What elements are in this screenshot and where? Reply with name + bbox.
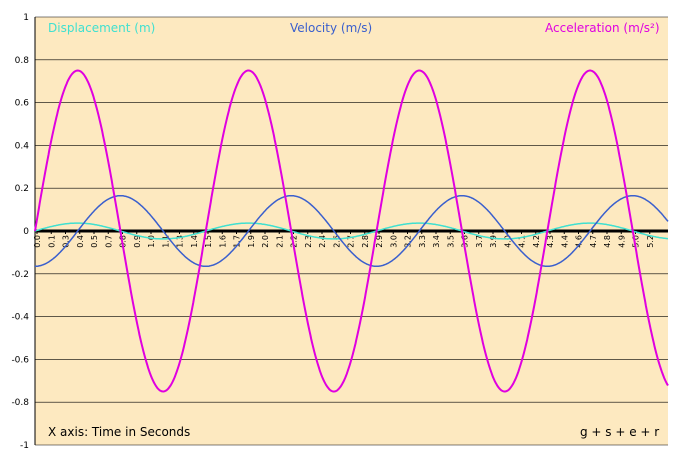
x-tick-label: 1.0 bbox=[147, 235, 156, 248]
x-tick-label: 4.0 bbox=[503, 235, 512, 248]
series-line-1 bbox=[35, 194, 669, 268]
series-line-0 bbox=[34, 222, 668, 240]
x-tick-label: 3.3 bbox=[418, 235, 427, 248]
x-tick-label: 0.1 bbox=[47, 235, 56, 248]
y-tick-label: 0 bbox=[23, 227, 29, 237]
x-axis-label: X axis: Time in Seconds bbox=[48, 425, 190, 439]
x-tick-label: 4.9 bbox=[617, 235, 626, 248]
x-tick-label: 2.0 bbox=[261, 235, 270, 248]
x-tick-label: 2.6 bbox=[332, 235, 341, 248]
x-tick-label: 3.0 bbox=[389, 235, 398, 248]
x-tick-label: 1.7 bbox=[233, 235, 242, 248]
x-tick-label: 1.6 bbox=[218, 235, 227, 248]
x-tick-label: 0.9 bbox=[133, 235, 142, 248]
x-tick-label: 4.3 bbox=[546, 235, 555, 248]
y-tick-label: 1 bbox=[23, 13, 29, 23]
x-tick-label: 4.1 bbox=[518, 235, 527, 248]
x-tick-label: 4.7 bbox=[589, 235, 598, 248]
y-tick-label: 0.4 bbox=[15, 141, 30, 151]
x-tick-label: 1.4 bbox=[190, 235, 199, 248]
series-lines bbox=[34, 69, 669, 393]
y-tick-label: 0.8 bbox=[15, 56, 30, 66]
y-axis: 1 0.8 0.6 0.4 0.2 0 -0.2 -0.4 -0.6 -0.8 -1 bbox=[11, 13, 36, 451]
x-tick-label: 3.5 bbox=[446, 235, 455, 248]
x-tick-label: 1.3 bbox=[176, 235, 185, 248]
x-tick-label: 2.9 bbox=[375, 235, 384, 248]
x-tick-label: 2.8 bbox=[361, 235, 370, 248]
x-tick-label: 0.7 bbox=[104, 235, 113, 248]
x-tick-label: 2.2 bbox=[290, 235, 299, 248]
y-tick-label: 0.6 bbox=[15, 99, 30, 109]
x-tick-label: 3.4 bbox=[432, 235, 441, 248]
x-axis: 0.0 0.1 0.3 0.4 0.5 0.7 0.8 0.9 1.0 1.1 1.3 1.4 1.5 1… bbox=[33, 229, 668, 248]
legend-displacement: Displacement (m) bbox=[48, 21, 155, 35]
x-tick-label: 1.9 bbox=[247, 235, 256, 248]
x-tick-label: 1.1 bbox=[161, 235, 170, 248]
x-tick-label: 4.2 bbox=[532, 235, 541, 248]
series-line-2 bbox=[34, 69, 669, 393]
x-tick-label: 5.0 bbox=[632, 235, 641, 248]
x-tick-label: 2.1 bbox=[275, 235, 284, 248]
y-tick-label: -0.6 bbox=[11, 355, 29, 365]
y-tick-label: -0.2 bbox=[11, 270, 29, 280]
x-tick-label: 1.5 bbox=[204, 235, 213, 248]
y-tick-label: -1 bbox=[20, 441, 29, 451]
x-tick-label: 0.4 bbox=[76, 235, 85, 248]
x-tick-label: 2.3 bbox=[304, 235, 313, 248]
y-tick-label: 0.2 bbox=[15, 184, 29, 194]
x-tick-label: 0.0 bbox=[33, 235, 42, 248]
x-tick-label: 3.6 bbox=[461, 235, 470, 248]
x-tick-label: 2.4 bbox=[318, 235, 327, 248]
x-tick-label: 3.7 bbox=[475, 235, 484, 248]
x-tick-label: 3.2 bbox=[404, 235, 413, 248]
credit-label: g + s + e + r bbox=[580, 425, 659, 439]
y-tick-label: -0.8 bbox=[11, 398, 29, 408]
x-tick-label: 3.9 bbox=[489, 235, 498, 248]
x-tick-label: 0.3 bbox=[62, 235, 71, 248]
x-tick-label: 4.4 bbox=[560, 235, 569, 248]
x-tick-label: 2.7 bbox=[347, 235, 356, 248]
x-tick-label: 0.5 bbox=[90, 235, 99, 248]
x-tick-label: 5.2 bbox=[646, 235, 655, 248]
grid-lines bbox=[35, 16, 668, 446]
legend-velocity: Velocity (m/s) bbox=[290, 21, 372, 35]
x-tick-label: 4.8 bbox=[603, 235, 612, 248]
x-tick-label: 4.6 bbox=[575, 235, 584, 248]
y-tick-label: -0.4 bbox=[11, 313, 29, 323]
legend-acceleration: Acceleration (m/s²) bbox=[545, 21, 660, 35]
